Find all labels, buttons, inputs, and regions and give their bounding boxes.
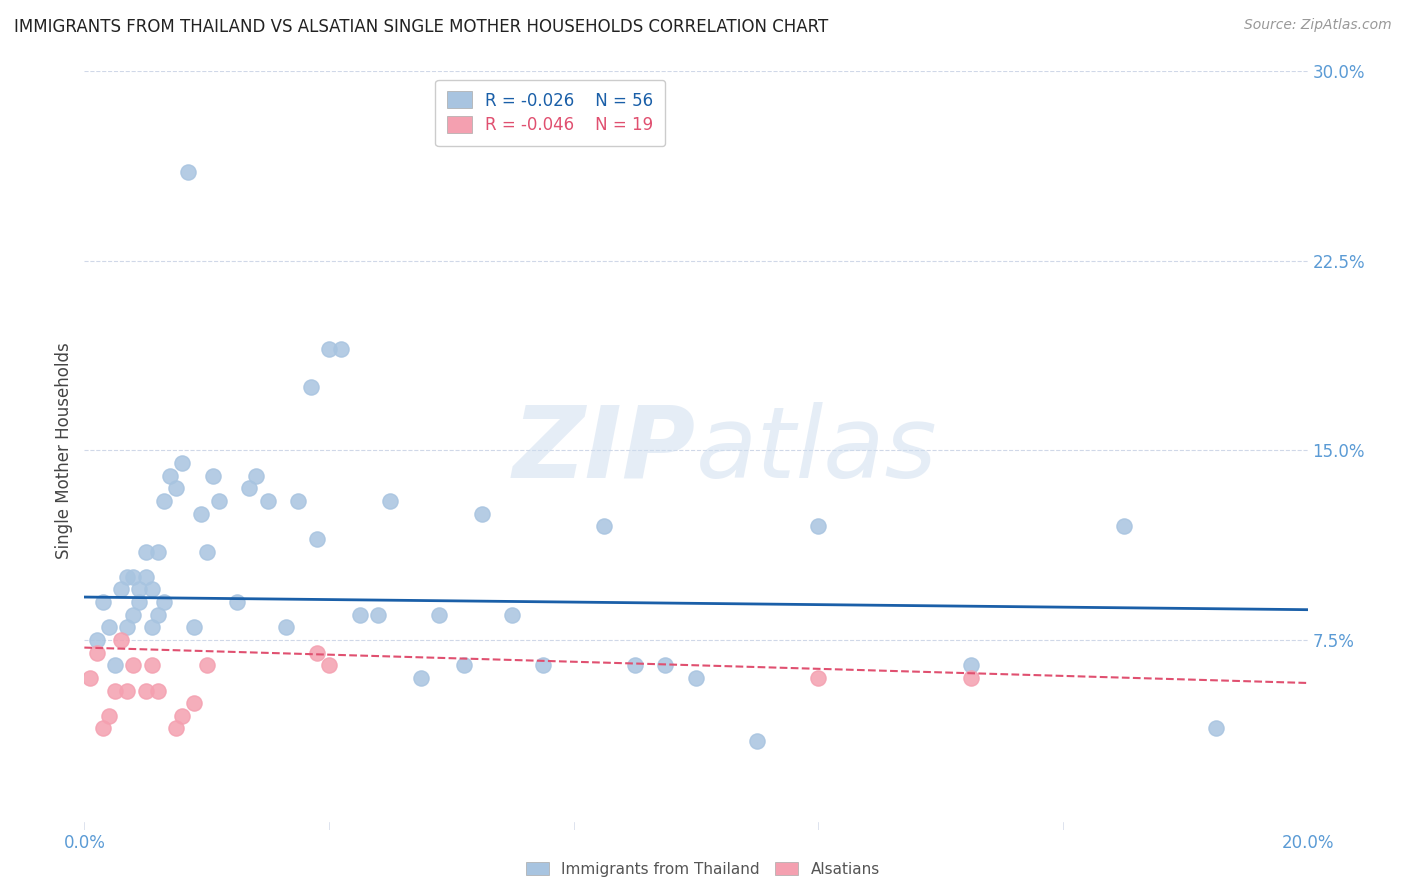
Point — [165, 722, 187, 736]
Point — [299, 380, 322, 394]
Point — [654, 658, 676, 673]
Point — [183, 620, 205, 634]
Point — [305, 532, 328, 546]
Point — [409, 671, 432, 685]
Point — [135, 683, 157, 698]
Point — [146, 544, 169, 558]
Point — [141, 658, 163, 673]
Point — [141, 582, 163, 597]
Point — [453, 658, 475, 673]
Point — [146, 683, 169, 698]
Point — [427, 607, 450, 622]
Point — [305, 646, 328, 660]
Point — [593, 519, 616, 533]
Point — [195, 544, 218, 558]
Point — [122, 607, 145, 622]
Y-axis label: Single Mother Households: Single Mother Households — [55, 343, 73, 558]
Point — [128, 582, 150, 597]
Legend: R = -0.026    N = 56, R = -0.046    N = 19: R = -0.026 N = 56, R = -0.046 N = 19 — [436, 79, 665, 146]
Point — [367, 607, 389, 622]
Text: IMMIGRANTS FROM THAILAND VS ALSATIAN SINGLE MOTHER HOUSEHOLDS CORRELATION CHART: IMMIGRANTS FROM THAILAND VS ALSATIAN SIN… — [14, 18, 828, 36]
Point — [104, 658, 127, 673]
Point — [502, 607, 524, 622]
Point — [245, 468, 267, 483]
Point — [531, 658, 554, 673]
Point — [177, 165, 200, 179]
Text: atlas: atlas — [696, 402, 938, 499]
Point — [86, 646, 108, 660]
Point — [91, 722, 114, 736]
Point — [624, 658, 647, 673]
Point — [208, 494, 231, 508]
Point — [91, 595, 114, 609]
Point — [190, 507, 212, 521]
Point — [349, 607, 371, 622]
Point — [135, 544, 157, 558]
Point — [86, 633, 108, 648]
Point — [318, 658, 340, 673]
Point — [172, 708, 194, 723]
Point — [153, 595, 176, 609]
Point — [115, 570, 138, 584]
Point — [115, 620, 138, 634]
Point — [318, 343, 340, 357]
Point — [110, 633, 132, 648]
Point — [276, 620, 298, 634]
Point — [146, 607, 169, 622]
Point — [257, 494, 280, 508]
Point — [747, 734, 769, 748]
Point — [380, 494, 402, 508]
Point — [159, 468, 181, 483]
Point — [238, 482, 260, 496]
Point — [122, 570, 145, 584]
Point — [685, 671, 707, 685]
Legend: Immigrants from Thailand, Alsatians: Immigrants from Thailand, Alsatians — [519, 854, 887, 884]
Point — [141, 620, 163, 634]
Point — [195, 658, 218, 673]
Point — [165, 482, 187, 496]
Point — [960, 671, 983, 685]
Point — [115, 683, 138, 698]
Point — [110, 582, 132, 597]
Point — [226, 595, 249, 609]
Point — [471, 507, 494, 521]
Point — [1205, 722, 1227, 736]
Point — [79, 671, 101, 685]
Point — [807, 671, 830, 685]
Point — [128, 595, 150, 609]
Point — [153, 494, 176, 508]
Point — [122, 658, 145, 673]
Point — [104, 683, 127, 698]
Point — [201, 468, 224, 483]
Point — [97, 708, 120, 723]
Text: ZIP: ZIP — [513, 402, 696, 499]
Point — [330, 343, 353, 357]
Point — [960, 658, 983, 673]
Point — [135, 570, 157, 584]
Point — [172, 456, 194, 470]
Point — [183, 696, 205, 710]
Point — [97, 620, 120, 634]
Point — [287, 494, 309, 508]
Point — [1114, 519, 1136, 533]
Point — [807, 519, 830, 533]
Text: Source: ZipAtlas.com: Source: ZipAtlas.com — [1244, 18, 1392, 32]
